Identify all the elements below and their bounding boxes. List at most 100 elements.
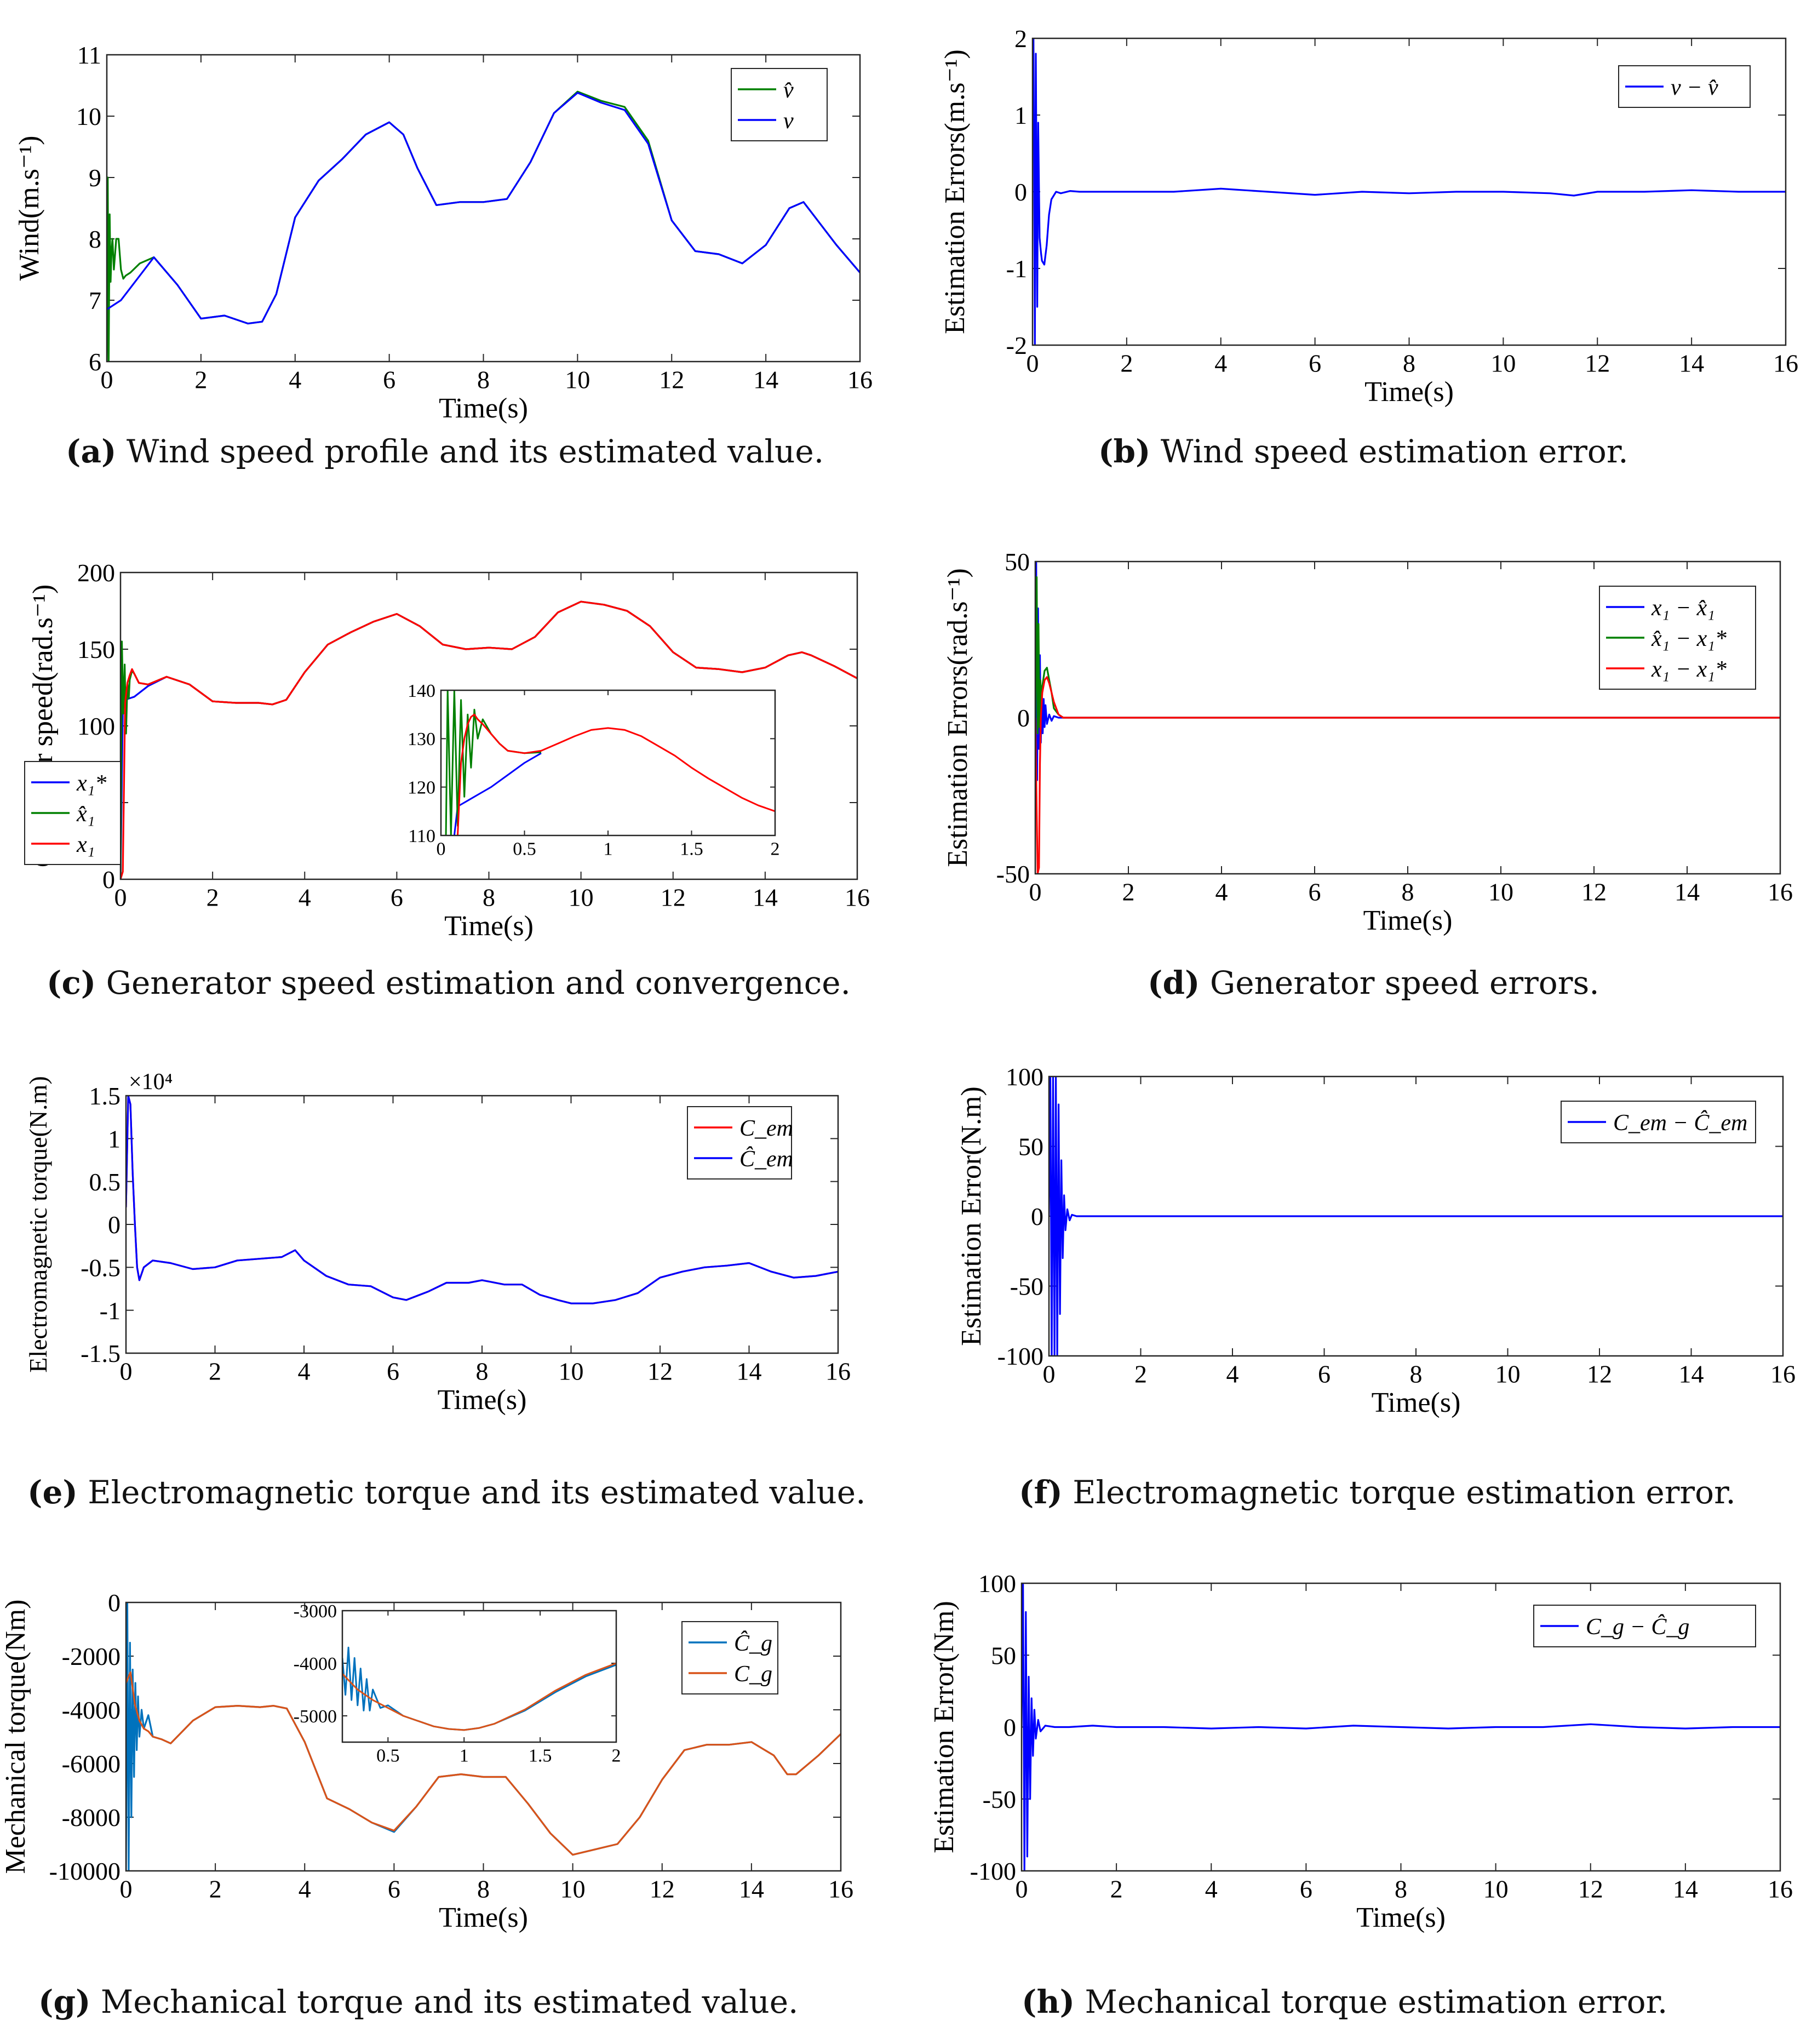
y-tick-label: -1 (100, 1297, 121, 1325)
x-tick-label: 4 (299, 883, 311, 911)
plot-frame (1031, 37, 1787, 346)
x-tick-label: 16 (825, 1357, 851, 1385)
x-tick-label: 0 (1027, 349, 1039, 377)
plot-frame (106, 54, 861, 363)
inset-x-tick-label: 1 (604, 839, 613, 860)
y-tick-label: 2 (1014, 25, 1027, 53)
caption-b: (b) Wind speed estimation error. (1098, 433, 1628, 470)
y-tick-label: 0 (1004, 1714, 1016, 1742)
panel-a: 0 2 4 6 8 10 12 14 16 6 7 8 9 10 11 Time(s) Wind(m.s⁻¹) v… (0, 22, 898, 499)
x-axis-label: Time(s) (439, 393, 528, 424)
inset-y-tick-label: 110 (408, 826, 435, 846)
inset-x-tick-label: 1.5 (680, 839, 703, 860)
caption-letter: (g) (38, 1983, 91, 2020)
y-axis-label: Estimation Errors(rad.s⁻¹) (942, 568, 973, 867)
x-tick-label: 8 (483, 883, 495, 911)
x-tick-label: 12 (1587, 1360, 1612, 1388)
caption-letter: (e) (27, 1474, 78, 1511)
y-tick-label: 6 (89, 348, 101, 376)
series-group (107, 90, 860, 362)
legend-box (731, 68, 828, 141)
caption-text: Mechanical torque estimation error. (1085, 1983, 1668, 2020)
x-tick-label: 10 (560, 1875, 586, 1903)
inset-series-group (342, 1646, 616, 1731)
x-tick-label: 2 (209, 1875, 222, 1903)
legend-label: x̂₁ (76, 801, 95, 827)
inset-plot-frame (341, 1610, 617, 1743)
legend-label: v (783, 108, 794, 134)
series-line (1022, 1583, 1780, 1871)
x-tick-label: 12 (647, 1357, 673, 1385)
y-tick-label: 1 (108, 1125, 121, 1153)
x-tick-label: 0 (1029, 878, 1042, 906)
plot-frame (1020, 1582, 1781, 1872)
caption-letter: (a) (66, 433, 117, 470)
legend-box (1533, 1605, 1756, 1647)
y-tick-label: -1.5 (81, 1339, 121, 1367)
y-tick-label: 50 (991, 1641, 1016, 1669)
x-tick-label: 6 (1309, 349, 1321, 377)
caption-d: (d) Generator speed errors. (1148, 964, 1599, 1001)
x-tick-label: 10 (569, 883, 594, 911)
x-tick-label: 14 (1673, 1875, 1698, 1903)
caption-text: Generator speed estimation and convergen… (106, 964, 851, 1001)
inset-series-line (457, 713, 775, 835)
inset-y-tick-label: -4000 (294, 1654, 337, 1674)
caption-text: Electromagnetic torque and its estimated… (88, 1474, 866, 1511)
caption-letter: (c) (47, 964, 96, 1001)
caption-letter: (d) (1148, 964, 1200, 1001)
y-tick-label: 7 (89, 287, 101, 314)
series-group (126, 1602, 841, 1871)
plot-frame (119, 571, 858, 880)
y-tick-label: -10000 (49, 1857, 121, 1885)
panel-g: 0 2 4 6 8 10 12 14 16 -10000 -8000 -6000 -4000 -2000 0… (0, 1572, 898, 2044)
y-axis-label: Estimation Error(N.m) (956, 1086, 987, 1346)
x-axis-label: Time(s) (444, 911, 534, 942)
caption-letter: (h) (1022, 1983, 1075, 2020)
x-tick-label: 6 (1318, 1360, 1331, 1388)
axis-multiplier: ×10⁴ (129, 1069, 173, 1095)
y-tick-label: 0 (108, 1589, 121, 1617)
y-tick-label: -1 (1006, 255, 1027, 283)
x-tick-label: 2 (1134, 1360, 1147, 1388)
legend-label: x₁ − x̂₁ (1651, 596, 1715, 621)
x-tick-label: 2 (209, 1357, 221, 1385)
y-tick-label: -6000 (62, 1750, 121, 1778)
x-tick-label: 8 (1402, 878, 1414, 906)
plot-frame (125, 1095, 839, 1354)
x-tick-label: 10 (1483, 1875, 1509, 1903)
x-tick-label: 8 (476, 1357, 489, 1385)
x-tick-label: 10 (559, 1357, 584, 1385)
caption-text: Wind speed estimation error. (1160, 433, 1628, 470)
x-tick-label: 16 (847, 365, 873, 393)
y-tick-label: 1 (1014, 101, 1027, 129)
x-axis-label: Time(s) (438, 1384, 527, 1416)
y-tick-label: 1.5 (89, 1082, 121, 1110)
x-tick-label: 6 (387, 1357, 399, 1385)
x-tick-label: 14 (753, 883, 778, 911)
series-group (1049, 1077, 1783, 1356)
x-tick-label: 0 (120, 1875, 133, 1903)
legend-label: C_g − Ĉ_g (1586, 1614, 1689, 1640)
x-tick-label: 8 (477, 1875, 490, 1903)
y-axis-label: Estimation Errors(m.s⁻¹) (939, 49, 971, 334)
caption-g: (g) Mechanical torque and its estimated … (38, 1983, 798, 2020)
inset-x-tick-label: 0.5 (513, 839, 536, 860)
caption-text: Electromagnetic torque estimation error. (1073, 1474, 1736, 1511)
x-tick-label: 6 (1300, 1875, 1312, 1903)
caption-text: Mechanical torque and its estimated valu… (100, 1983, 799, 2020)
legend-box (687, 1106, 792, 1180)
panel-b: 0 2 4 6 8 10 12 14 16 -2 -1 0 1 2 Time(s) Estimation Er… (909, 22, 1812, 499)
x-tick-label: 12 (1581, 878, 1607, 906)
x-tick-label: 14 (737, 1357, 762, 1385)
inset-x-tick-label: 2 (612, 1746, 621, 1766)
y-tick-label: 100 (1006, 1063, 1043, 1091)
x-tick-label: 16 (1773, 349, 1798, 377)
y-tick-label: -50 (1010, 1273, 1043, 1301)
series-group (1033, 38, 1786, 345)
x-axis-label: Time(s) (1356, 1902, 1446, 1933)
x-tick-label: 12 (1585, 349, 1610, 377)
y-tick-label: -2 (1006, 331, 1027, 359)
